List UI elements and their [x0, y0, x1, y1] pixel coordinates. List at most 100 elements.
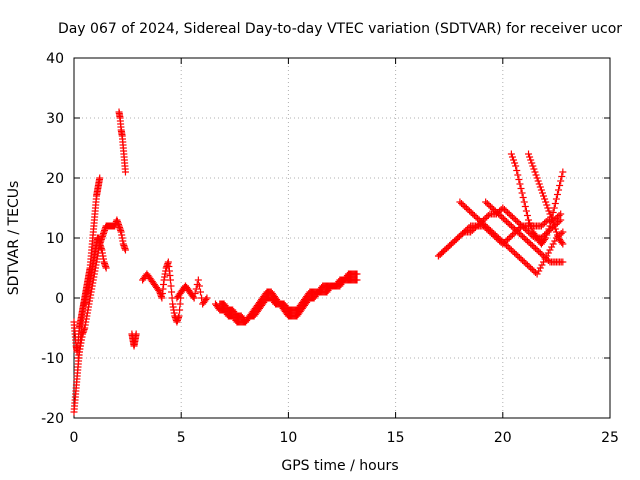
y-tick-label: -10 — [41, 351, 64, 367]
data-point — [537, 222, 545, 230]
data-point — [515, 254, 523, 261]
data-point — [456, 198, 464, 206]
data-point — [531, 245, 539, 252]
data-point — [496, 236, 504, 243]
data-point — [121, 246, 129, 254]
data-point — [132, 330, 140, 338]
data-point — [515, 176, 523, 183]
chart-title: Day 067 of 2024, Sidereal Day-to-day VTE… — [58, 21, 622, 37]
x-tick-label: 15 — [387, 430, 405, 446]
data-point — [478, 219, 486, 227]
x-tick-label: 10 — [279, 430, 297, 446]
data-point — [528, 159, 536, 167]
y-tick-label: 0 — [55, 291, 64, 307]
data-point — [482, 222, 490, 230]
data-point — [436, 251, 444, 258]
data-point — [558, 173, 566, 180]
data-point — [528, 266, 536, 273]
y-tick-label: -20 — [41, 411, 64, 427]
data-point — [96, 174, 104, 182]
data-point — [167, 282, 175, 290]
data-point — [473, 222, 481, 230]
data-point — [175, 312, 183, 320]
data-point — [353, 270, 361, 278]
axis-ticks: 0 5 10 15 20 25 -20 -10 0 10 20 30 40 — [41, 51, 619, 446]
data-point — [189, 293, 197, 300]
data-point — [493, 209, 501, 216]
data-point — [543, 231, 551, 239]
data-point — [527, 222, 535, 230]
data-point — [503, 218, 511, 225]
data-point — [516, 221, 524, 228]
data-point — [451, 237, 459, 245]
data-point — [454, 234, 462, 242]
data-point — [353, 276, 361, 284]
data-point — [512, 227, 520, 234]
data-point — [483, 200, 491, 207]
data-point — [557, 177, 565, 185]
data-point — [525, 216, 533, 224]
data-point — [466, 207, 474, 215]
data-point — [528, 242, 536, 249]
data-point — [481, 215, 489, 222]
data-point — [551, 225, 559, 233]
data-point — [506, 245, 514, 252]
x-tick-label: 0 — [70, 430, 79, 446]
data-point — [558, 239, 566, 246]
data-point — [544, 257, 552, 264]
data-point — [559, 168, 567, 176]
data-point — [471, 224, 479, 231]
data-points — [70, 108, 567, 416]
data-point — [531, 269, 539, 276]
data-point — [498, 237, 506, 245]
data-point — [557, 216, 565, 224]
data-point — [538, 251, 546, 258]
data-point — [196, 288, 204, 296]
data-point — [545, 225, 553, 233]
data-point — [551, 237, 559, 245]
data-point — [549, 209, 557, 216]
data-point — [513, 218, 521, 225]
x-axis-label: GPS time / hours — [281, 458, 398, 474]
data-point — [464, 206, 472, 213]
data-point — [525, 239, 533, 246]
data-point — [535, 267, 543, 275]
data-point — [168, 288, 176, 296]
data-point — [543, 255, 551, 263]
data-point — [520, 234, 528, 242]
data-point — [550, 222, 558, 230]
data-point — [443, 245, 451, 252]
data-point — [527, 240, 535, 248]
y-tick-label: 40 — [46, 51, 64, 67]
data-point — [542, 234, 550, 242]
data-point — [530, 243, 538, 251]
data-point — [512, 251, 520, 258]
data-point — [533, 174, 541, 182]
data-point — [549, 219, 557, 227]
data-point — [505, 210, 513, 218]
data-point — [511, 225, 519, 233]
data-point — [530, 165, 538, 173]
data-point — [512, 162, 520, 170]
data-point — [522, 260, 530, 267]
data-point — [462, 204, 470, 212]
data-point — [511, 159, 519, 167]
data-point — [499, 204, 507, 212]
data-point — [551, 200, 559, 207]
data-point — [525, 150, 533, 158]
data-point — [459, 201, 467, 209]
x-tick-label: 25 — [601, 430, 619, 446]
data-point — [510, 215, 518, 222]
data-point — [467, 228, 475, 236]
data-point — [458, 200, 466, 207]
data-point — [516, 180, 524, 188]
data-point — [102, 264, 110, 272]
x-tick-label: 5 — [177, 430, 186, 446]
data-point — [520, 258, 528, 266]
data-point — [523, 261, 531, 269]
data-point — [515, 219, 523, 227]
data-point — [544, 204, 552, 212]
data-point — [514, 171, 522, 179]
data-point — [449, 239, 457, 246]
